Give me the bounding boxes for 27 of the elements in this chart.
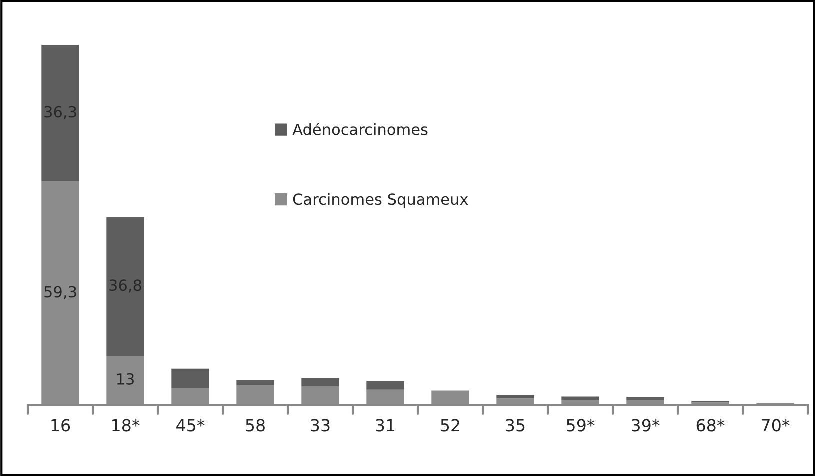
data-label: 59,3 bbox=[44, 286, 76, 300]
x-tick-label: 16 bbox=[52, 419, 70, 432]
x-tick-label: 68* bbox=[696, 419, 725, 432]
bar bbox=[106, 217, 144, 356]
x-tick-label: 39* bbox=[632, 419, 660, 432]
bar bbox=[626, 397, 664, 400]
x-tick-label: 45* bbox=[176, 419, 205, 432]
data-label: 36,8 bbox=[110, 280, 142, 293]
x-tick-label: 31 bbox=[376, 419, 395, 432]
bar bbox=[496, 395, 534, 399]
x-tick-label: 58 bbox=[246, 419, 265, 432]
bar bbox=[172, 368, 210, 388]
x-tick-label: 52 bbox=[441, 419, 460, 432]
data-label: 13 bbox=[117, 373, 134, 385]
x-tick-label: 35 bbox=[506, 419, 525, 432]
bar bbox=[366, 381, 404, 390]
x-tick-label: 70* bbox=[762, 419, 790, 432]
bar bbox=[562, 396, 600, 400]
bar bbox=[302, 378, 340, 387]
bar bbox=[236, 380, 274, 386]
legend-label: Carcinomes Squameux bbox=[293, 193, 468, 208]
x-tick-label: 59* bbox=[567, 419, 595, 432]
x-tick-label: 18* bbox=[112, 419, 140, 432]
bar bbox=[42, 45, 80, 182]
legend-label: Adénocarcinomes bbox=[292, 122, 428, 136]
x-tick-label: 33 bbox=[311, 419, 330, 432]
data-label: 36,3 bbox=[44, 106, 76, 120]
